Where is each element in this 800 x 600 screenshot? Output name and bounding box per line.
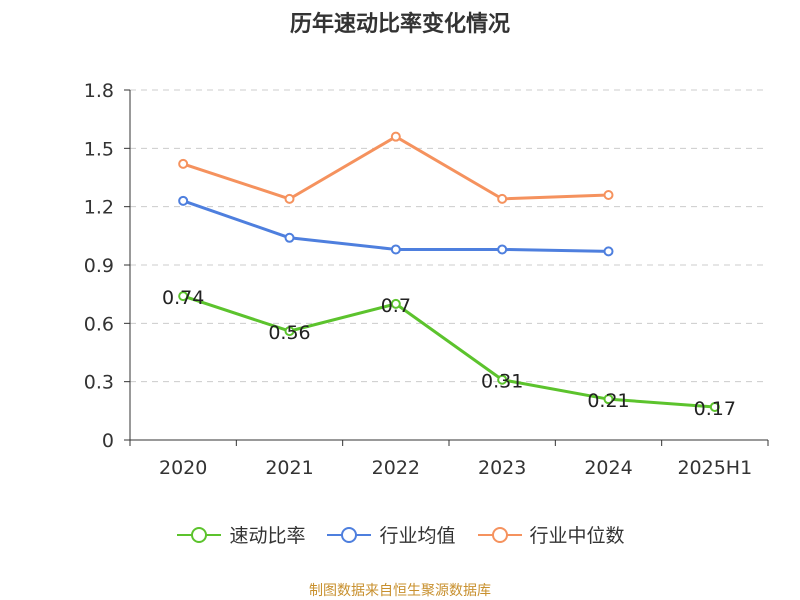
data-point (603, 190, 614, 200)
x-tick-label: 2025H1 (677, 457, 752, 479)
data-point (497, 374, 508, 385)
series-line (182, 294, 715, 409)
data-point (709, 401, 720, 412)
legend-marker-industry-average-icon (327, 526, 372, 543)
data-point (497, 193, 508, 204)
data-point (390, 298, 401, 309)
legend-marker-quick-ratio-icon (177, 526, 222, 543)
series-line (182, 135, 609, 201)
chart-title: 历年速动比率变化情况 (289, 12, 510, 37)
legend-label-quick-ratio: 速动比率 (229, 525, 306, 547)
legend-marker-industry-median-icon (477, 526, 522, 543)
x-tick-label: 2020 (159, 457, 207, 479)
data-point (603, 246, 614, 257)
x-tick-label: 2023 (478, 457, 526, 479)
data-point (284, 326, 295, 337)
data-label: 0.7 (381, 295, 411, 317)
data-label: 0.74 (162, 287, 204, 309)
data-point (178, 158, 189, 169)
y-tick-label: 1.5 (84, 138, 114, 160)
y-tick-label: 1.8 (84, 80, 114, 102)
data-label: 0.56 (268, 322, 310, 344)
legend-item-quick-ratio[interactable]: 速动比率 (175, 521, 305, 548)
data-label: 0.31 (481, 371, 523, 393)
x-tick-label: 2022 (372, 457, 420, 479)
data-source-note: 制图数据来自恒生聚源数据库 (309, 583, 491, 599)
y-tick-label: 0.9 (84, 255, 114, 277)
data-point (497, 244, 508, 255)
series-line (182, 199, 609, 253)
data-point (284, 232, 295, 243)
data-point (178, 291, 189, 302)
data-point (178, 195, 189, 206)
x-tick-label: 2024 (584, 457, 632, 479)
data-point (603, 394, 614, 405)
x-tick-label: 2021 (265, 457, 313, 479)
y-tick-label: 0.3 (84, 372, 114, 394)
data-point (390, 244, 401, 255)
y-tick-label: 1.2 (84, 197, 114, 219)
legend-label-industry-median: 行业中位数 (529, 525, 625, 547)
legend-item-industry-median[interactable]: 行业中位数 (476, 521, 625, 548)
data-point (284, 193, 295, 204)
legend-item-industry-average[interactable]: 行业均值 (325, 521, 456, 548)
data-label: 0.17 (694, 398, 736, 420)
y-tick-label: 0.6 (84, 313, 114, 335)
legend-label-industry-average: 行业均值 (379, 525, 456, 547)
y-tick-label: 0 (102, 430, 114, 452)
legend: 速动比率 行业均值 行业中位数 (0, 521, 800, 548)
data-point (390, 131, 401, 142)
data-label: 0.21 (587, 390, 629, 412)
